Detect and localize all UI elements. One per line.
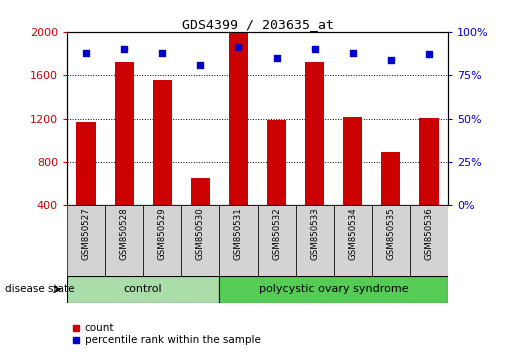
- Bar: [334, 205, 372, 276]
- Bar: [191, 178, 210, 205]
- Text: disease state: disease state: [5, 284, 75, 295]
- Text: GSM850532: GSM850532: [272, 207, 281, 260]
- Bar: [219, 276, 448, 303]
- Bar: [419, 118, 439, 205]
- Bar: [219, 205, 258, 276]
- Bar: [153, 80, 172, 205]
- Title: GDS4399 / 203635_at: GDS4399 / 203635_at: [181, 18, 334, 31]
- Point: [349, 50, 357, 56]
- Bar: [76, 122, 96, 205]
- Text: GSM850527: GSM850527: [81, 207, 91, 260]
- Point: [311, 46, 319, 52]
- Text: control: control: [124, 284, 163, 295]
- Text: GSM850536: GSM850536: [424, 207, 434, 260]
- Point: [425, 52, 433, 57]
- Bar: [410, 205, 448, 276]
- Bar: [344, 117, 363, 205]
- Point: [387, 57, 395, 62]
- Point: [272, 55, 281, 61]
- Bar: [305, 62, 324, 205]
- Text: GSM850535: GSM850535: [386, 207, 396, 260]
- Text: GSM850529: GSM850529: [158, 207, 167, 260]
- Text: GSM850530: GSM850530: [196, 207, 205, 260]
- Text: GSM850528: GSM850528: [119, 207, 129, 260]
- Text: GSM850531: GSM850531: [234, 207, 243, 260]
- Bar: [267, 120, 286, 205]
- Bar: [258, 205, 296, 276]
- Bar: [105, 205, 143, 276]
- Bar: [229, 33, 248, 205]
- Text: GSM850534: GSM850534: [348, 207, 357, 260]
- Bar: [67, 276, 219, 303]
- Bar: [114, 62, 134, 205]
- Bar: [382, 152, 401, 205]
- Bar: [372, 205, 410, 276]
- Text: polycystic ovary syndrome: polycystic ovary syndrome: [259, 284, 408, 295]
- Bar: [67, 205, 105, 276]
- Legend: count, percentile rank within the sample: count, percentile rank within the sample: [72, 323, 261, 345]
- Point: [120, 46, 128, 52]
- Bar: [181, 205, 219, 276]
- Bar: [296, 205, 334, 276]
- Point: [82, 50, 90, 56]
- Point: [234, 45, 243, 50]
- Point: [196, 62, 204, 68]
- Bar: [143, 205, 181, 276]
- Point: [158, 50, 166, 56]
- Text: GSM850533: GSM850533: [310, 207, 319, 260]
